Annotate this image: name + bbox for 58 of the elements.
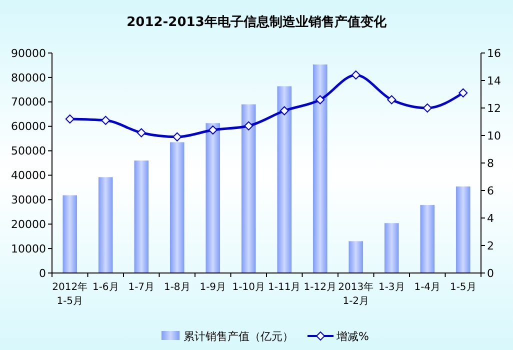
- point: [244, 121, 254, 130]
- point: [280, 106, 289, 116]
- y2-tick-label: 16: [487, 46, 501, 60]
- y-tick-label: 10000: [11, 242, 46, 256]
- bar: [312, 64, 328, 273]
- x-tick-label: 1-3月: [378, 282, 405, 293]
- y-tick-label: 20000: [11, 218, 46, 231]
- x-tick-label: 1-12月: [304, 282, 336, 293]
- y2-tick-label: 0: [487, 266, 494, 280]
- legend-label: 累计销售产值（亿元）: [184, 330, 294, 343]
- x-tick-label: 2012年 1-5月: [52, 281, 88, 307]
- y-tick-label: 50000: [11, 144, 46, 158]
- y2-tick-label: 14: [487, 74, 501, 88]
- chart-title: 2012-2013年电子信息制造业销售产值变化: [126, 14, 388, 30]
- point: [136, 128, 146, 138]
- x-tick-label: 1-5月: [450, 282, 476, 293]
- bar: [170, 142, 184, 273]
- point: [65, 114, 74, 124]
- x-tick-label: 2013年 1-2月: [338, 281, 374, 307]
- x-tick-label: 1-10月: [232, 282, 265, 293]
- y2-tick-label: 4: [487, 212, 494, 225]
- y2-tick-label: 12: [487, 102, 501, 115]
- y-tick-label: 60000: [11, 120, 46, 134]
- bar: [98, 177, 113, 273]
- bar: [62, 195, 78, 273]
- bar: [348, 241, 364, 273]
- y2-tick-label: 8: [487, 156, 494, 170]
- x-tick-label: 1-9月: [200, 282, 226, 293]
- x-tick-label: 1-7月: [128, 282, 155, 293]
- bar: [384, 223, 399, 273]
- point: [387, 95, 396, 104]
- legend-label: 增减%: [336, 330, 369, 343]
- x-tick-label: 1-6月: [92, 282, 119, 293]
- point: [316, 95, 325, 104]
- y-tick-label: 40000: [11, 169, 46, 182]
- x-tick-label: 1-4月: [414, 282, 441, 293]
- y-tick-label: 30000: [11, 194, 46, 207]
- point: [458, 88, 468, 98]
- point: [351, 70, 360, 80]
- point: [208, 126, 218, 134]
- point: [101, 116, 110, 125]
- y2-tick-label: 6: [487, 184, 494, 198]
- x-tick-label: 1-11月: [268, 282, 301, 293]
- x-tick-label: 1-8月: [164, 282, 190, 293]
- y-tick-label: 0: [39, 266, 46, 280]
- y2-tick-label: 2: [487, 239, 494, 252]
- y-tick-label: 70000: [11, 96, 46, 109]
- bar: [241, 104, 256, 273]
- point: [422, 104, 432, 112]
- bar: [134, 160, 149, 273]
- bar: [456, 186, 470, 273]
- bar: [420, 205, 435, 273]
- y2-tick-label: 10: [487, 129, 501, 142]
- bar: [206, 123, 220, 273]
- bar: [277, 86, 292, 273]
- y-tick-label: 80000: [11, 71, 46, 84]
- point: [172, 132, 182, 142]
- y-tick-label: 90000: [11, 46, 46, 60]
